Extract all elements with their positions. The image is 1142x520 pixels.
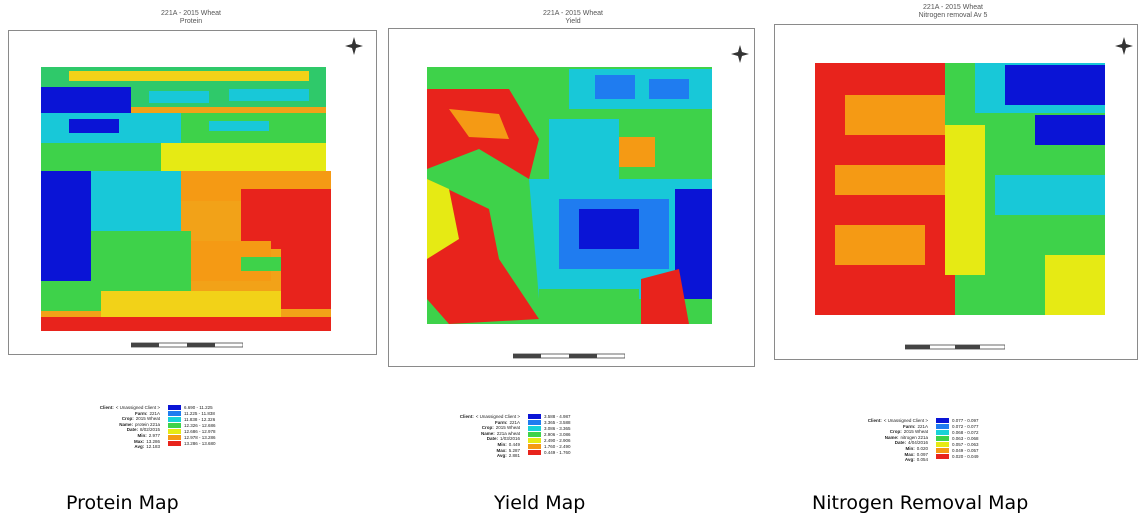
legend-swatch (936, 448, 949, 453)
legend-range-label: 0.072 - 0.077 (952, 424, 979, 429)
legend-swatch (528, 432, 541, 437)
map-caption: Protein Map (66, 492, 179, 514)
legend-range-label: 0.068 - 0.072 (952, 430, 979, 435)
map-legend: Client: < Unassigned Client > Farm: 221A C… (424, 414, 594, 459)
legend-swatch (168, 423, 181, 428)
map-title: 221A - 2015 Wheat Yield (543, 10, 603, 25)
map-frame[interactable] (8, 30, 377, 355)
legend-range-label: 3.588 - 4.987 (544, 414, 571, 419)
legend-swatch (168, 417, 181, 422)
legend-swatch (936, 442, 949, 447)
protein-map-panel: 221A - 2015 Wheat Protein (0, 0, 382, 520)
legend-swatch (528, 420, 541, 425)
legend-swatch (936, 430, 949, 435)
legend-swatch (936, 418, 949, 423)
map-frame[interactable] (388, 28, 755, 367)
legend-metadata: Client: < Unassigned Client > Farm: 221A C… (459, 414, 520, 459)
legend-range-label: 12.686 - 12.978 (184, 429, 216, 434)
legend-range-label: 2.490 - 2.906 (544, 438, 571, 443)
legend-range-label: 3.086 - 3.365 (544, 426, 571, 431)
legend-range-label: 12.978 - 13.286 (184, 435, 216, 440)
legend-swatch (168, 429, 181, 434)
legend-swatch (168, 411, 181, 416)
north-arrow-icon (1115, 37, 1133, 55)
legend-range-label: 12.326 - 12.686 (184, 423, 216, 428)
legend-range-label: 0.057 - 0.063 (952, 442, 979, 447)
legend-metadata: Client: < Unassigned Client > Farm: 221A C… (99, 405, 160, 450)
legend-swatch (936, 436, 949, 441)
north-arrow-icon (731, 45, 749, 63)
legend-range-label: 11.838 - 12.326 (184, 417, 216, 422)
legend-metadata: Client: < Unassigned Client > Farm: 221A C… (867, 418, 928, 463)
legend-range-label: 0.449 - 1.760 (544, 450, 571, 455)
north-arrow-icon (345, 37, 363, 55)
scale-bar (905, 344, 1005, 350)
map-caption: Nitrogen Removal Map (812, 492, 1029, 514)
legend-range-label: 0.077 - 0.097 (952, 418, 979, 423)
protein-field-map (41, 67, 331, 331)
legend-range-label: 0.063 - 0.068 (952, 436, 979, 441)
scale-bar (513, 353, 625, 359)
legend-swatch (168, 405, 181, 410)
legend-swatch (936, 454, 949, 459)
legend-swatch (528, 444, 541, 449)
scale-bar (131, 342, 243, 348)
nitrogen-field-map (815, 63, 1105, 315)
map-legend: Client: < Unassigned Client > Farm: 221A C… (56, 405, 226, 450)
legend-range-label: 3.365 - 3.588 (544, 420, 571, 425)
legend-range-label: 0.049 - 0.057 (952, 448, 979, 453)
legend-range-label: 1.760 - 2.490 (544, 444, 571, 449)
legend-swatch (936, 424, 949, 429)
legend-swatch (528, 438, 541, 443)
yield-map-panel: 221A - 2015 Wheat Yield (382, 0, 764, 520)
nitrogen-map-panel: 221A - 2015 Wheat Nitrogen removal Av 5 (764, 0, 1142, 520)
legend-range-label: 11.225 - 11.838 (184, 411, 215, 416)
legend-swatch (528, 450, 541, 455)
yield-field-map (427, 67, 712, 324)
legend-swatch (528, 426, 541, 431)
legend-range-label: 2.906 - 3.086 (544, 432, 571, 437)
map-title: 221A - 2015 Wheat Nitrogen removal Av 5 (918, 4, 988, 19)
legend-swatch (528, 414, 541, 419)
map-title: 221A - 2015 Wheat Protein (161, 10, 221, 25)
legend-swatch (168, 435, 181, 440)
map-caption: Yield Map (494, 492, 586, 514)
legend-range-label: 0.020 - 0.049 (952, 454, 979, 459)
legend-range-label: 13.286 - 13.680 (184, 441, 216, 446)
map-legend: Client: < Unassigned Client > Farm: 221A C… (824, 418, 994, 463)
map-frame[interactable] (774, 24, 1138, 360)
legend-swatch (168, 441, 181, 446)
legend-range-label: 6.690 - 11.225 (184, 405, 213, 410)
